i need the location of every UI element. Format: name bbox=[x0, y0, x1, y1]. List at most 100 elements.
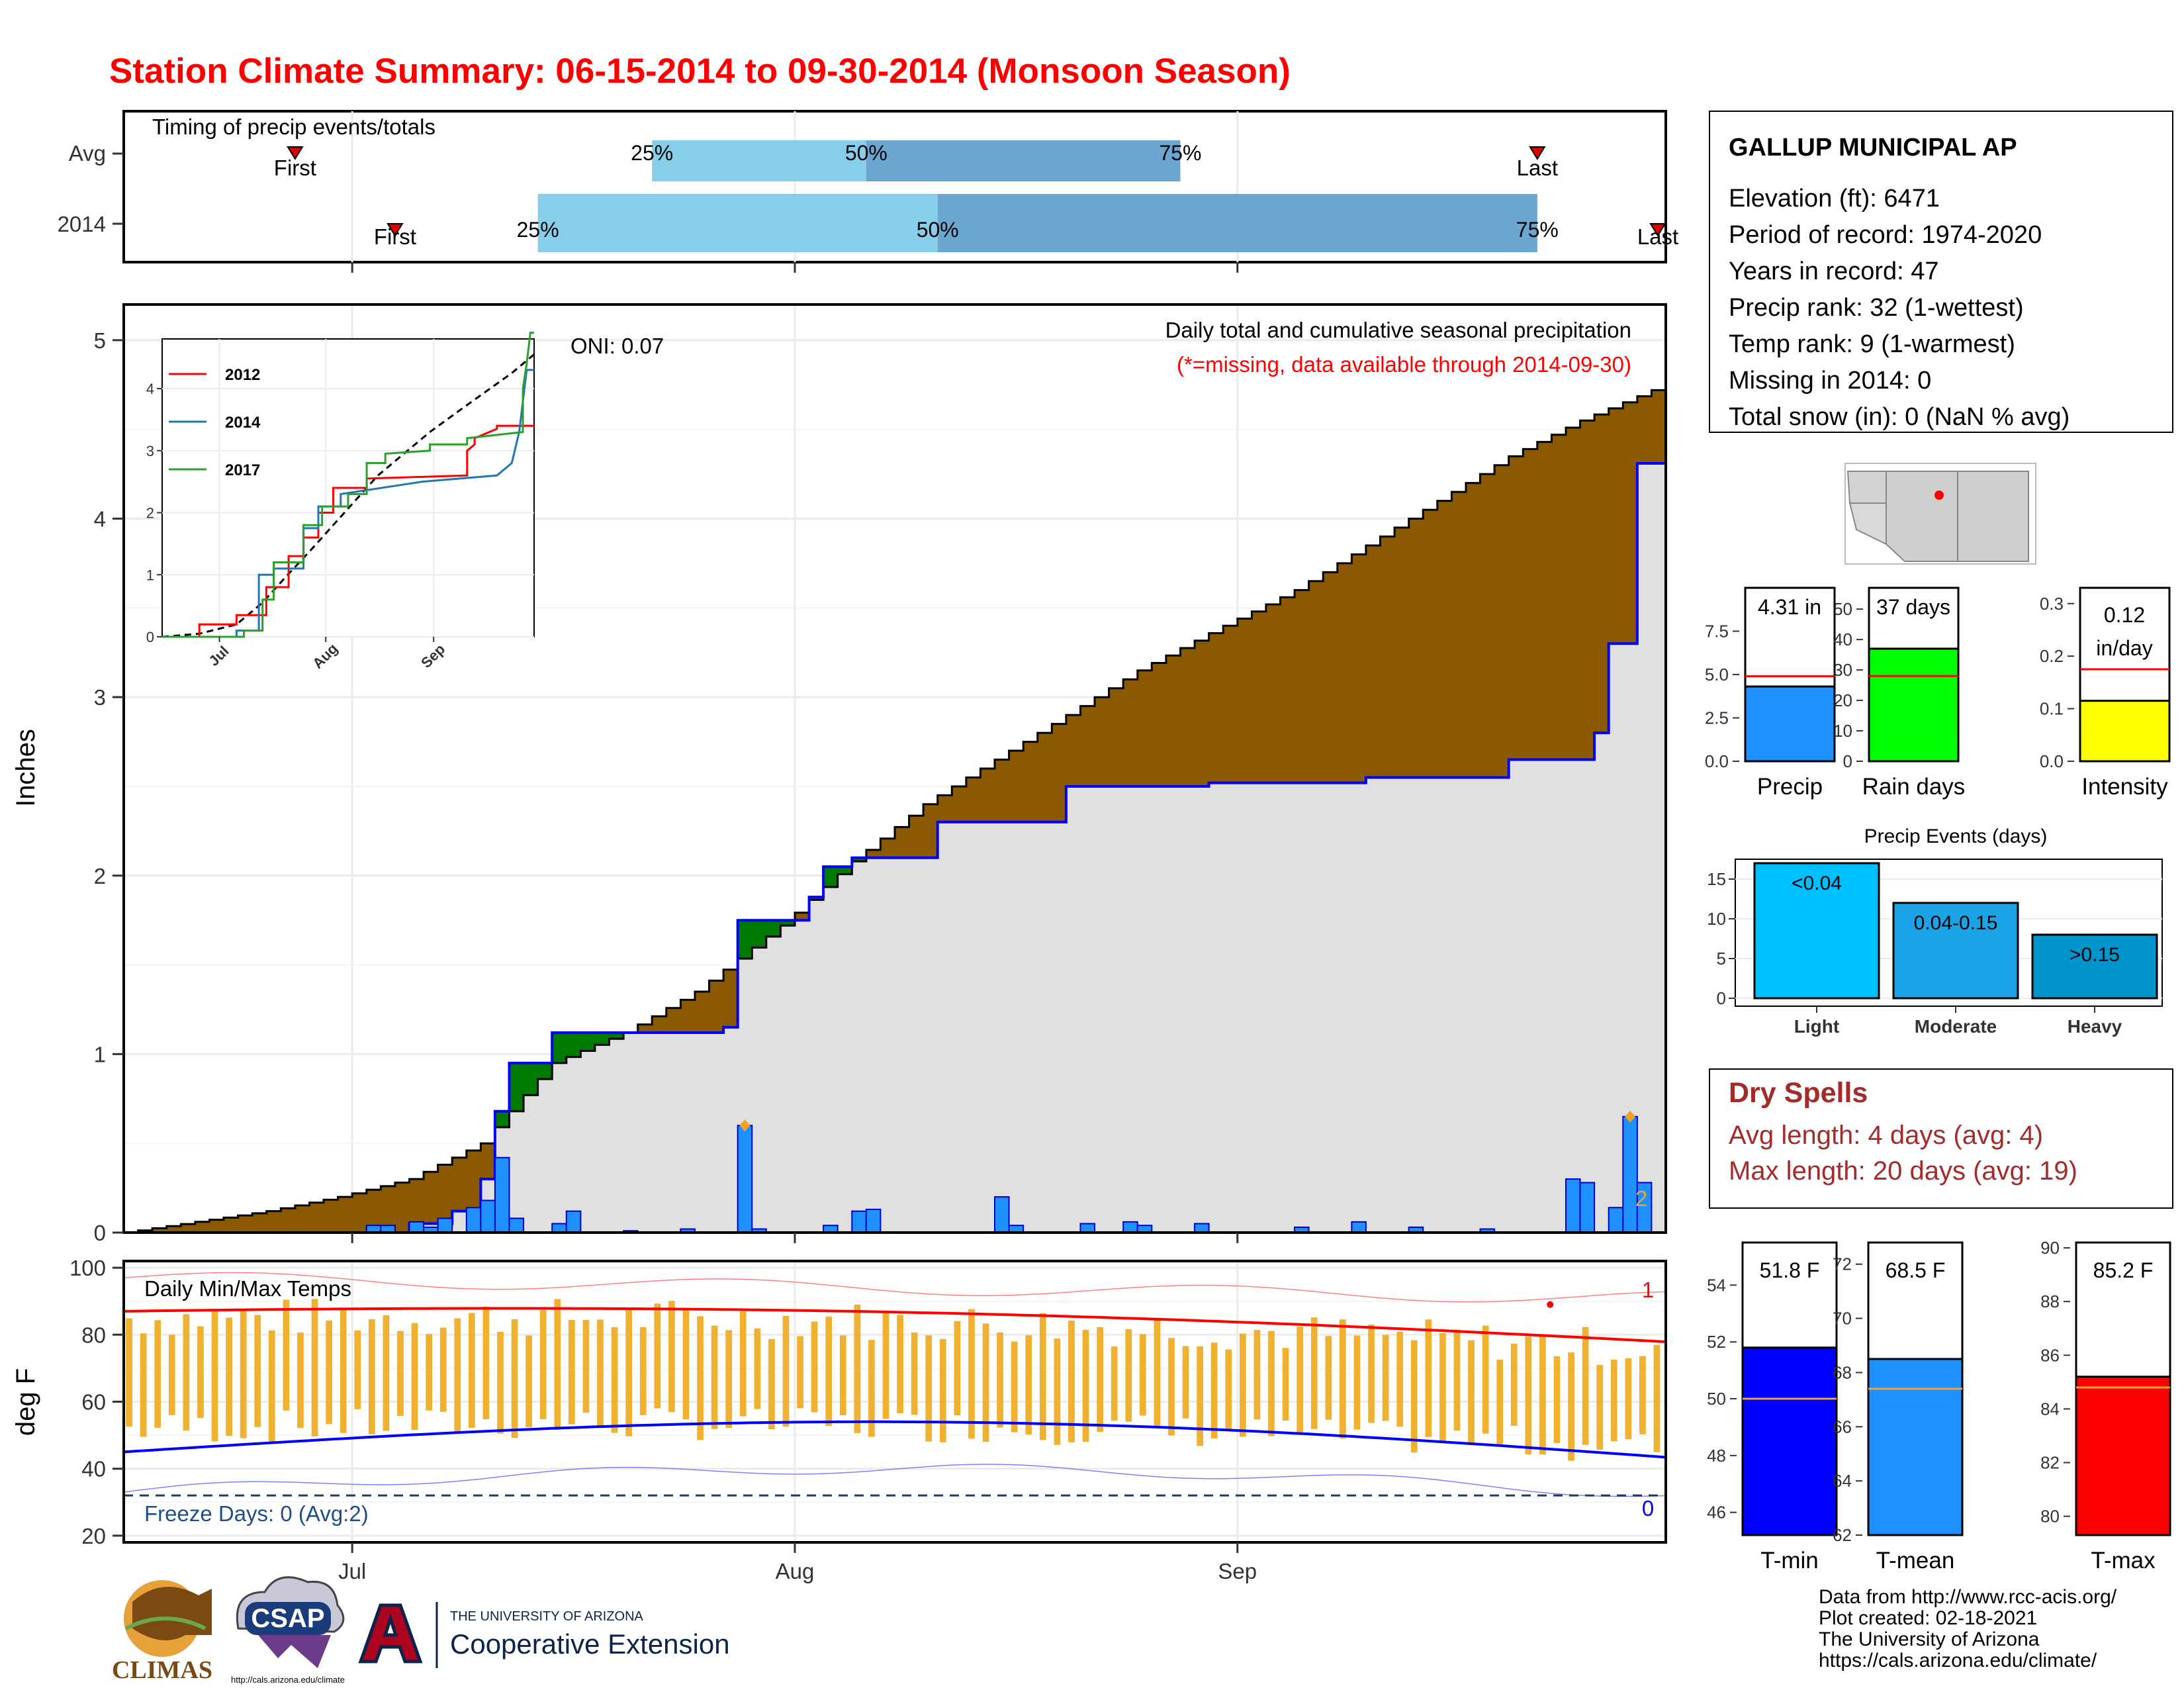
daily-temp-bar bbox=[925, 1335, 933, 1442]
daily-temp-bar bbox=[982, 1323, 989, 1442]
ua-bottom-text: Cooperative Extension bbox=[450, 1628, 730, 1660]
summary-y-tick-label: 0.3 bbox=[2040, 594, 2064, 614]
precip-events-title: Precip Events (days) bbox=[1864, 825, 2048, 847]
daily-temp-bar bbox=[611, 1327, 618, 1433]
daily-temp-bar bbox=[240, 1310, 247, 1438]
daily-precip-bar bbox=[1622, 1115, 1638, 1233]
daily-temp-bar bbox=[1625, 1358, 1632, 1440]
daily-temp-bar bbox=[1525, 1336, 1532, 1455]
timing-last-label: Last bbox=[1637, 224, 1678, 249]
daily-temp-bar bbox=[954, 1321, 961, 1416]
daily-temp-bar bbox=[754, 1328, 761, 1409]
daily-temp-bar bbox=[340, 1310, 347, 1433]
daily-temp-bar bbox=[1353, 1335, 1361, 1430]
daily-temp-bar bbox=[439, 1327, 447, 1412]
daily-temp-bar bbox=[197, 1326, 204, 1419]
summary-bar-value bbox=[1868, 647, 1960, 763]
precip-y-tick-label: 3 bbox=[94, 685, 106, 710]
daily-precip-bar bbox=[1565, 1178, 1581, 1233]
precip-y-label: Inches bbox=[11, 729, 40, 807]
daily-temp-bar bbox=[1639, 1356, 1646, 1434]
precip-annotation-title: Daily total and cumulative seasonal prec… bbox=[1165, 318, 1631, 342]
daily-temp-bar bbox=[1382, 1335, 1389, 1421]
summary-y-tick-label: 88 bbox=[2040, 1291, 2060, 1311]
daily-temp-bar bbox=[597, 1319, 604, 1427]
daily-temp-bar bbox=[1596, 1364, 1604, 1450]
daily-precip-bar bbox=[480, 1199, 496, 1234]
precip-y-tick-label: 1 bbox=[94, 1042, 106, 1066]
daily-precip-bar bbox=[865, 1208, 882, 1233]
inset-legend-label: 2014 bbox=[225, 414, 261, 432]
inset-series-2017 bbox=[162, 332, 534, 638]
daily-temp-bar bbox=[1253, 1330, 1261, 1420]
precip-event-bar bbox=[2031, 933, 2158, 1000]
daily-temp-bar bbox=[1054, 1338, 1061, 1445]
daily-temp-bar bbox=[539, 1310, 547, 1420]
timing-q50-label: 50% bbox=[845, 141, 887, 165]
daily-temp-bar bbox=[1297, 1327, 1304, 1434]
inset-legend-label: 2017 bbox=[225, 461, 260, 479]
daily-temp-bar bbox=[825, 1316, 833, 1427]
obs-cumulative-line bbox=[124, 462, 1666, 1234]
ua-top-text: THE UNIVERSITY OF ARIZONA bbox=[450, 1609, 644, 1624]
precip-frame bbox=[122, 303, 1667, 1234]
freeze-days-label: Freeze Days: 0 (Avg:2) bbox=[144, 1501, 369, 1526]
precip-y-tick-label: 2 bbox=[94, 864, 106, 888]
timing-first-label: First bbox=[274, 156, 316, 180]
timing-bar-q50-q75 bbox=[937, 194, 1537, 252]
daily-precip-bar bbox=[437, 1217, 453, 1234]
precip-event-category: Light bbox=[1794, 1016, 1839, 1037]
station-info-line: Temp rank: 9 (1-warmest) bbox=[1729, 330, 2015, 358]
daily-temp-bar bbox=[354, 1330, 361, 1409]
events-y-tick-label: 5 bbox=[1717, 949, 1726, 968]
daily-temp-bar bbox=[511, 1319, 518, 1438]
daily-temp-bar bbox=[1168, 1338, 1175, 1436]
summary-y-tick-label: 40 bbox=[1833, 630, 1852, 649]
timing-row-avg: Avg bbox=[69, 141, 106, 165]
summary-y-tick-label: 50 bbox=[1833, 599, 1852, 619]
daily-temp-bar bbox=[1111, 1346, 1118, 1421]
daily-precip-bar bbox=[551, 1223, 567, 1234]
timing-first-marker bbox=[287, 146, 304, 160]
daily-temp-bar bbox=[1453, 1329, 1461, 1431]
daily-temp-bar bbox=[1496, 1359, 1504, 1446]
intensity-value: 0.12 bbox=[2104, 603, 2145, 627]
summary-y-tick-label: 0.0 bbox=[1705, 751, 1729, 771]
daily-temp-bar bbox=[782, 1315, 790, 1427]
summary-y-tick-label: 72 bbox=[1833, 1254, 1852, 1274]
station-info-line: Total snow (in): 0 (NaN % avg) bbox=[1729, 403, 2070, 431]
summary-bar-label: Precip bbox=[1757, 774, 1823, 800]
daily-temp-bar bbox=[283, 1299, 290, 1411]
daily-temp-bar bbox=[411, 1323, 418, 1430]
dry-spells-max: Max length: 20 days (avg: 19) bbox=[1729, 1156, 2077, 1186]
daily-temp-bar bbox=[497, 1331, 504, 1434]
daily-temp-bar bbox=[1282, 1348, 1289, 1421]
timing-panel: 25% 50% 75% First Last 25% 50% 75% First Last Tim… bbox=[58, 110, 1678, 273]
precip-event-category: Moderate bbox=[1915, 1016, 1997, 1037]
daily-temp-bar bbox=[1310, 1317, 1318, 1429]
daily-temp-bar bbox=[469, 1313, 475, 1428]
daily-temp-bar bbox=[839, 1335, 846, 1415]
summary-bar-value bbox=[1741, 1346, 1838, 1536]
timing-q50-label: 50% bbox=[917, 218, 959, 242]
t-mean-value: 68.5 F bbox=[1886, 1258, 1946, 1282]
timing-first-marker bbox=[387, 223, 404, 237]
summary-bar-label: T-mean bbox=[1876, 1548, 1955, 1573]
temp-panel-label: Daily Min/Max Temps bbox=[144, 1276, 351, 1301]
dry-spells-box: Dry Spells Avg length: 4 days (avg: 4) M… bbox=[1709, 1068, 2173, 1209]
daily-temp-bar bbox=[1610, 1359, 1617, 1442]
daily-temp-bar bbox=[1468, 1340, 1475, 1442]
temp-bottom-count: 0 bbox=[1642, 1496, 1654, 1521]
daily-precip-bar bbox=[851, 1210, 867, 1233]
timing-q75-label: 75% bbox=[1159, 141, 1201, 165]
station-info-line: Years in record: 47 bbox=[1729, 258, 1939, 285]
intensity-unit: in/day bbox=[2096, 636, 2152, 660]
daily-temp-bar bbox=[126, 1318, 132, 1427]
daily-temp-bar bbox=[1039, 1313, 1046, 1440]
daily-temp-bar bbox=[1240, 1333, 1246, 1437]
daily-temp-bar bbox=[569, 1319, 575, 1425]
daily-precip-bar bbox=[465, 1207, 482, 1234]
page-title: Station Climate Summary: 06-15-2014 to 0… bbox=[109, 52, 1291, 91]
inset-legend-label: 2012 bbox=[225, 366, 260, 384]
